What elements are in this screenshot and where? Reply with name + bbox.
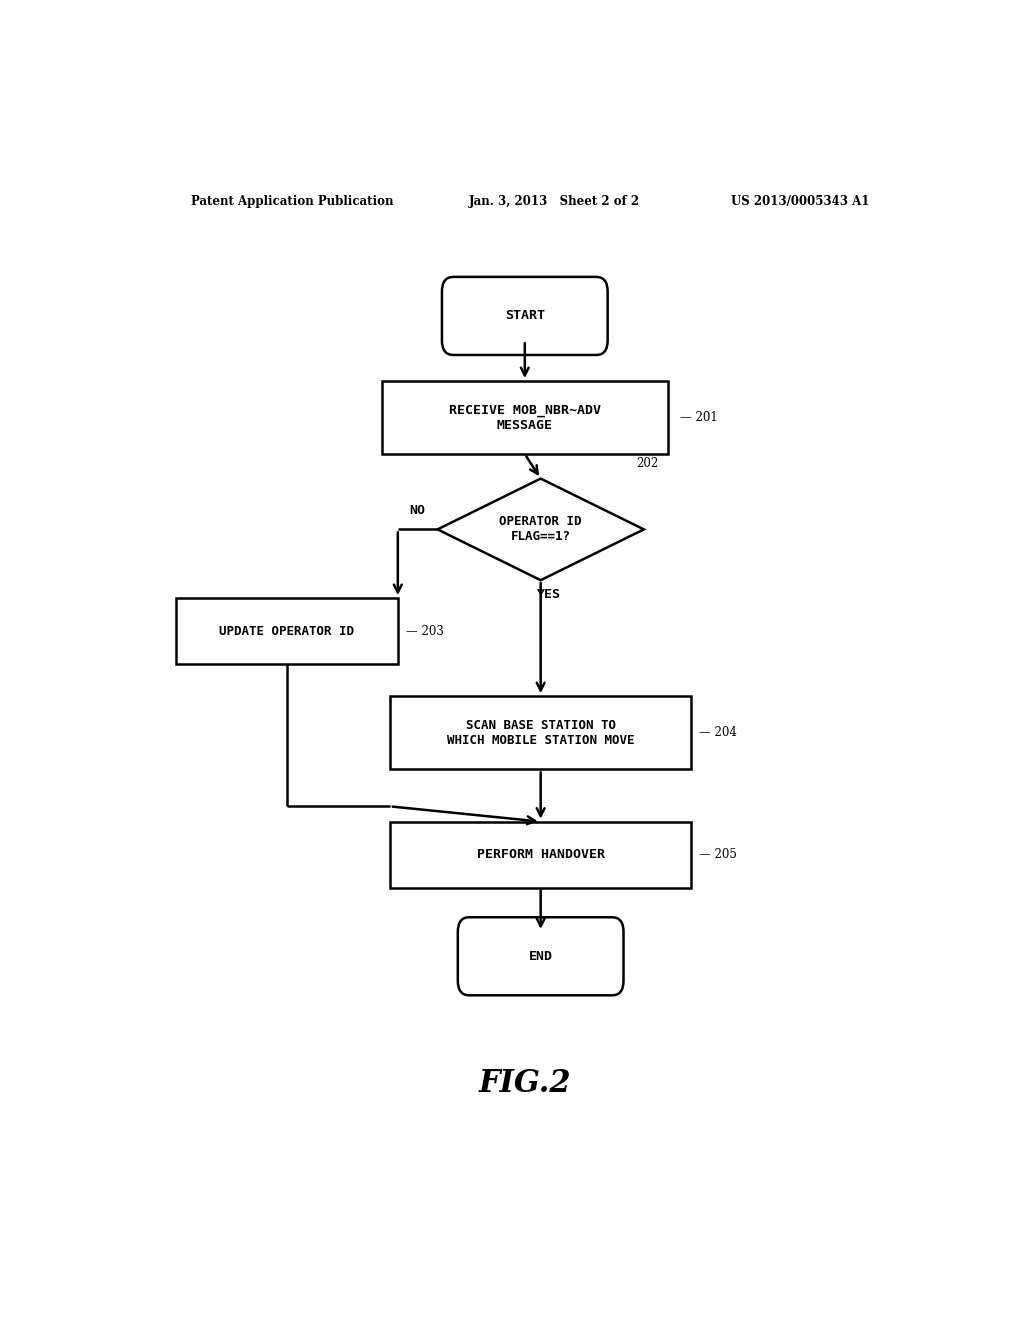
FancyBboxPatch shape bbox=[390, 821, 691, 887]
Text: — 201: — 201 bbox=[680, 411, 717, 424]
Polygon shape bbox=[437, 479, 644, 581]
Text: END: END bbox=[528, 950, 553, 962]
Text: RECEIVE MOB_NBR~ADV
MESSAGE: RECEIVE MOB_NBR~ADV MESSAGE bbox=[449, 404, 601, 432]
FancyBboxPatch shape bbox=[442, 277, 607, 355]
Text: YES: YES bbox=[537, 589, 560, 602]
Text: FIG.2: FIG.2 bbox=[478, 1068, 571, 1098]
Text: OPERATOR ID
FLAG==1?: OPERATOR ID FLAG==1? bbox=[500, 515, 582, 544]
Text: START: START bbox=[505, 309, 545, 322]
Text: Jan. 3, 2013   Sheet 2 of 2: Jan. 3, 2013 Sheet 2 of 2 bbox=[469, 194, 640, 207]
FancyBboxPatch shape bbox=[458, 917, 624, 995]
Text: SCAN BASE STATION TO
WHICH MOBILE STATION MOVE: SCAN BASE STATION TO WHICH MOBILE STATIO… bbox=[446, 718, 635, 747]
Text: NO: NO bbox=[410, 504, 426, 517]
Text: US 2013/0005343 A1: US 2013/0005343 A1 bbox=[731, 194, 869, 207]
FancyBboxPatch shape bbox=[390, 696, 691, 770]
FancyBboxPatch shape bbox=[176, 598, 397, 664]
FancyBboxPatch shape bbox=[454, 292, 596, 341]
Text: PERFORM HANDOVER: PERFORM HANDOVER bbox=[477, 849, 604, 861]
FancyBboxPatch shape bbox=[382, 381, 668, 454]
FancyBboxPatch shape bbox=[469, 932, 612, 981]
Text: — 203: — 203 bbox=[406, 624, 443, 638]
Text: UPDATE OPERATOR ID: UPDATE OPERATOR ID bbox=[219, 624, 354, 638]
Text: — 205: — 205 bbox=[699, 849, 737, 861]
Text: Patent Application Publication: Patent Application Publication bbox=[191, 194, 394, 207]
Text: — 204: — 204 bbox=[699, 726, 737, 739]
Text: 202: 202 bbox=[636, 458, 658, 470]
